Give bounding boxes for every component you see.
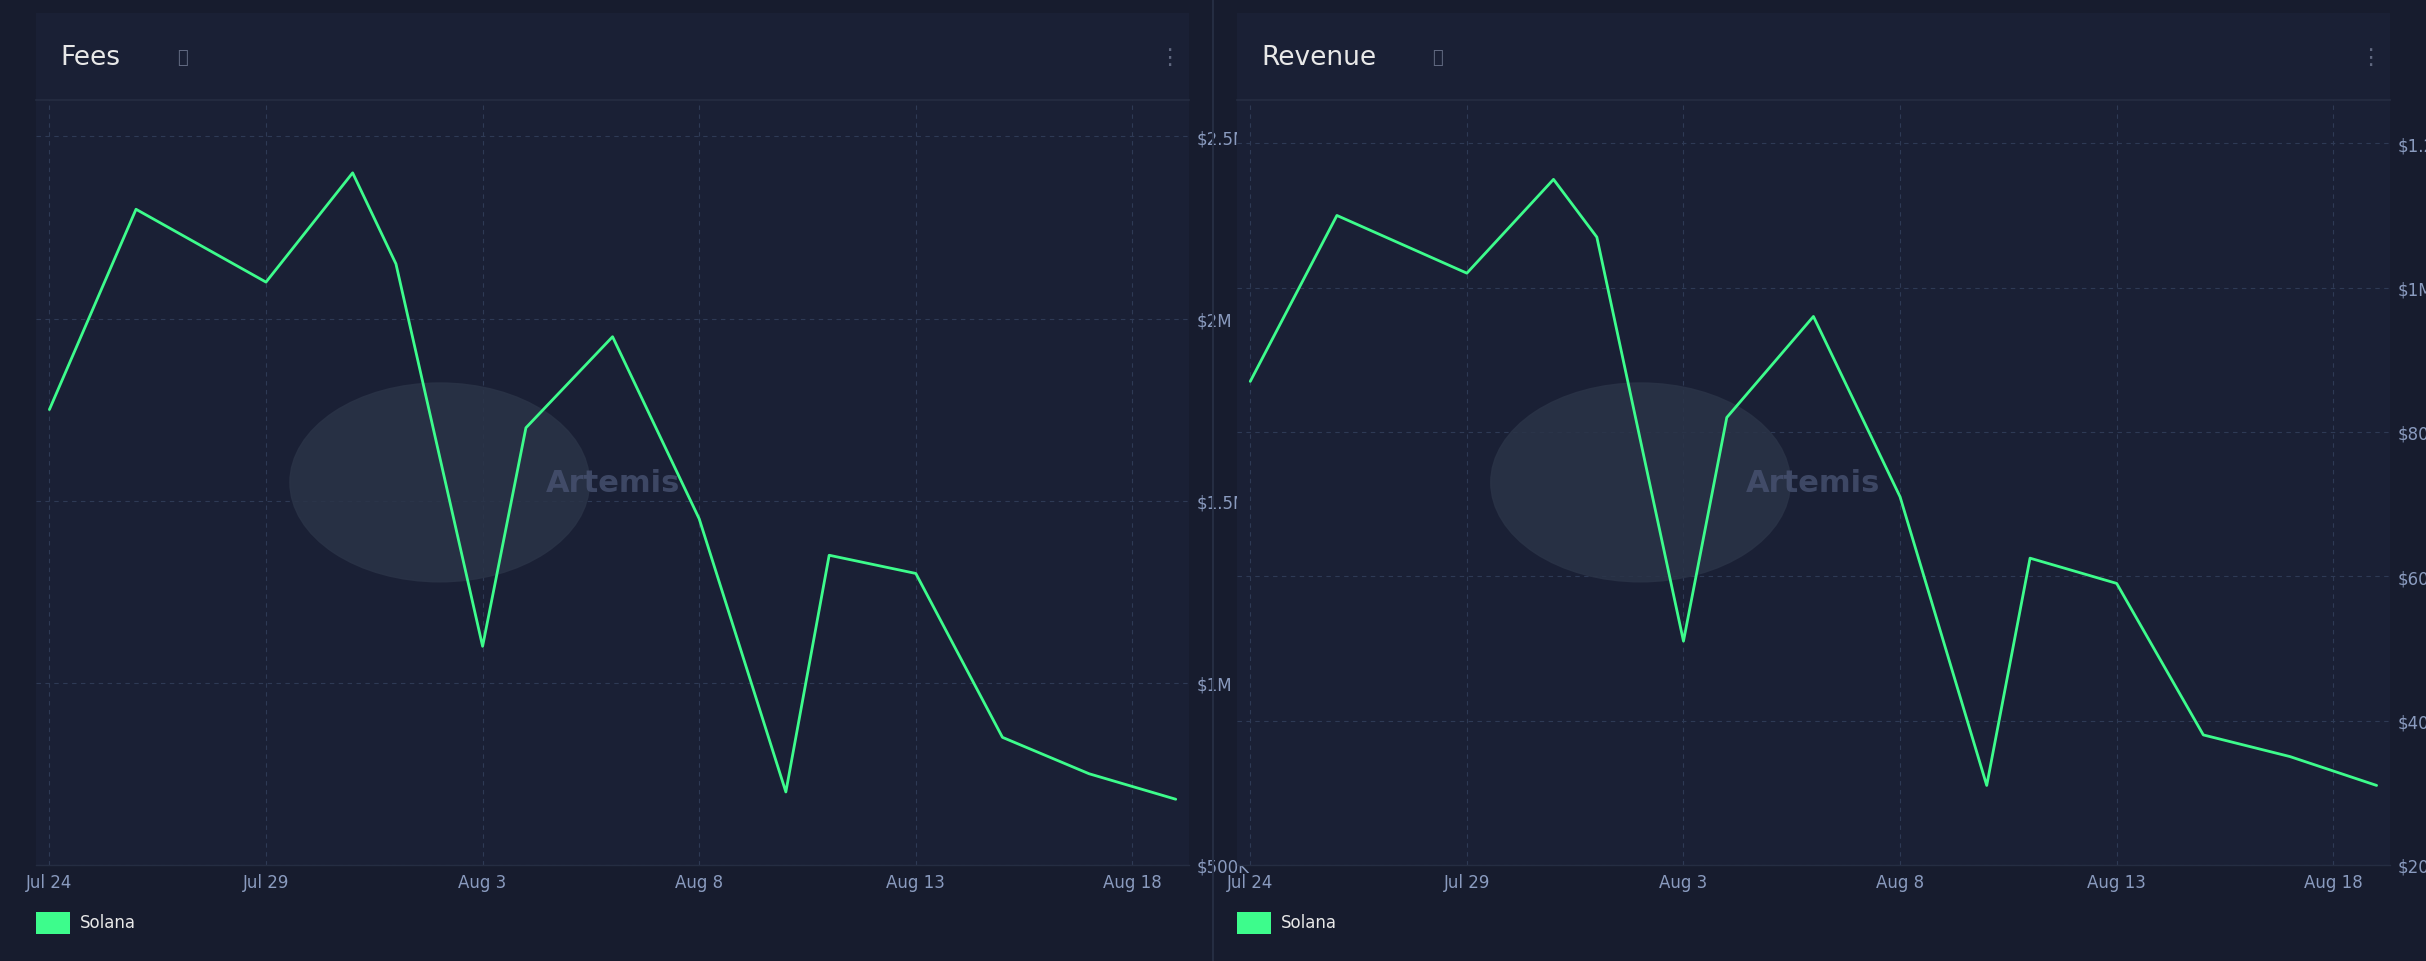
Text: Fees: Fees (61, 44, 121, 71)
Text: Revenue: Revenue (1262, 44, 1376, 71)
Text: Solana: Solana (1281, 913, 1337, 931)
Text: Artemis: Artemis (546, 468, 679, 498)
Text: ⓘ: ⓘ (1431, 49, 1443, 66)
Circle shape (1490, 383, 1790, 582)
Text: ⋮: ⋮ (1157, 48, 1181, 67)
Text: Solana: Solana (80, 913, 136, 931)
Circle shape (289, 383, 590, 582)
Text: ⋮: ⋮ (2358, 48, 2382, 67)
Text: Artemis: Artemis (1747, 468, 1880, 498)
Text: ⓘ: ⓘ (177, 49, 187, 66)
